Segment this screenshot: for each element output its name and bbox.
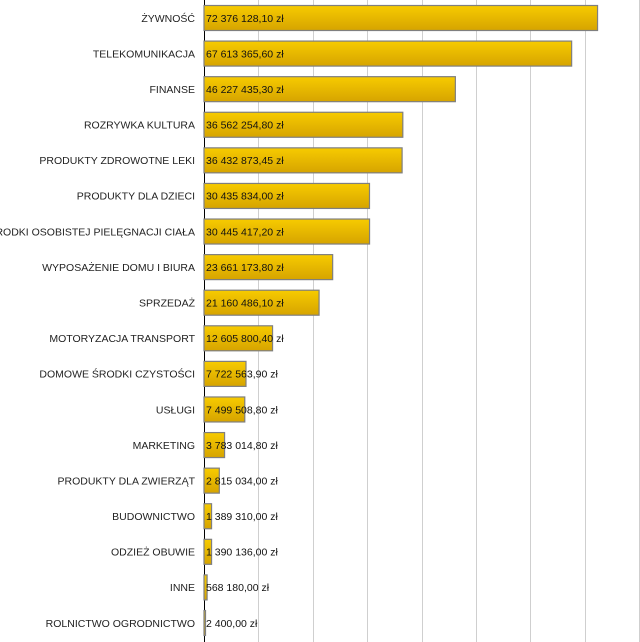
bar (203, 147, 403, 174)
bar (203, 503, 213, 530)
category-label: ROZRYWKA KULTURA (84, 120, 195, 132)
category-label: PRODUKTY ZDROWOTNE LEKI (39, 155, 195, 167)
bar (203, 111, 404, 138)
category-label: PRODUKTY DLA ZWIERZĄT (58, 475, 196, 487)
data-label: 46 227 435,30 zł (206, 84, 284, 96)
category-label: TELEKOMUNIKACJA (93, 48, 195, 60)
bar (203, 289, 320, 316)
data-label: 12 605 800,40 zł (206, 333, 284, 345)
data-label: 30 435 834,00 zł (206, 191, 284, 203)
bar (203, 609, 207, 637)
category-label: ŻYWNOŚĆ (141, 12, 195, 25)
category-label: WYPOSAŻENIE DOMU I BIURA (42, 261, 195, 274)
data-label: 67 613 365,60 zł (206, 48, 284, 60)
data-label: 21 160 486,10 zł (206, 298, 284, 310)
data-label: 568 180,00 zł (206, 582, 270, 594)
category-label: SPRZEDAŻ (139, 297, 196, 310)
category-label: FINANSE (149, 84, 195, 96)
category-label: ŚRODKI OSOBISTEJ PIELĘGNACJI CIAŁA (0, 225, 195, 238)
bar (203, 218, 371, 245)
category-label: MOTORYZACJA TRANSPORT (49, 333, 195, 345)
category-label: MARKETING (133, 440, 195, 452)
bar (203, 76, 456, 103)
bar (203, 574, 208, 601)
bar (203, 360, 247, 387)
bar (203, 254, 334, 281)
category-label: ODZIEŻ OBUWIE (111, 546, 195, 559)
category-label: PRODUKTY DLA DZIECI (77, 191, 195, 203)
data-label: 1 390 136,00 zł (206, 547, 278, 559)
bar (203, 467, 220, 494)
category-label: BUDOWNICTWO (112, 511, 195, 523)
data-label: 23 661 173,80 zł (206, 262, 284, 274)
bar (203, 538, 213, 565)
data-label: 7 722 563,90 zł (206, 369, 278, 381)
bar (203, 40, 573, 67)
category-label: USŁUGI (156, 404, 195, 416)
category-label: DOMOWE ŚRODKI CZYSTOŚCI (39, 368, 195, 381)
category-label: ROLNICTWO OGRODNICTWO (46, 618, 195, 630)
bar (203, 396, 246, 423)
data-label: 3 783 014,80 zł (206, 440, 278, 452)
bar (203, 325, 274, 352)
data-label: 36 432 873,45 zł (206, 155, 284, 167)
data-label: 30 445 417,20 zł (206, 226, 284, 238)
data-label: 2 400,00 zł (206, 618, 258, 630)
data-label: 1 389 310,00 zł (206, 511, 278, 523)
data-label: 2 815 034,00 zł (206, 475, 278, 487)
bar (203, 182, 371, 210)
data-label: 36 562 254,80 zł (206, 120, 284, 132)
data-label: 72 376 128,10 zł (206, 13, 284, 25)
data-label: 7 499 508,80 zł (206, 404, 278, 416)
category-label: INNE (170, 582, 195, 594)
bar (203, 431, 226, 459)
bar (203, 4, 599, 32)
